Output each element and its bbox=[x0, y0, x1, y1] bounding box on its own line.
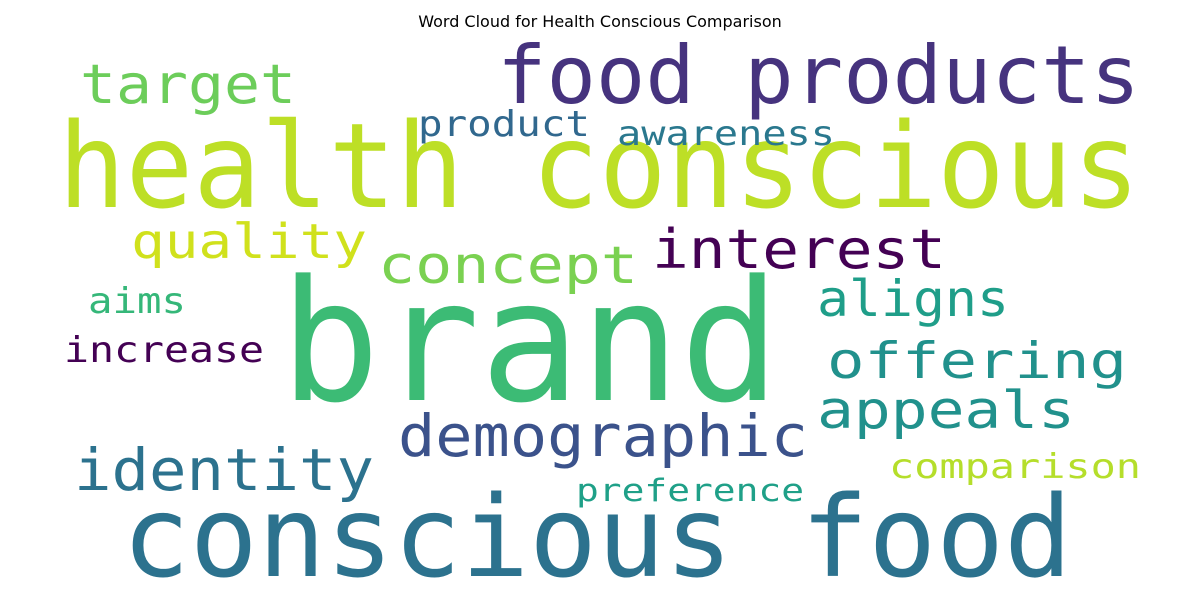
word-concept: concept bbox=[378, 236, 638, 296]
word-interest: interest bbox=[652, 218, 946, 281]
word-product: product bbox=[418, 104, 590, 145]
word-conscious-food: conscious food bbox=[122, 473, 1072, 600]
word-aligns: aligns bbox=[817, 270, 1009, 328]
word-brand: brand bbox=[280, 244, 780, 440]
word-quality: quality bbox=[131, 214, 367, 270]
word-health-conscious: health conscious bbox=[58, 97, 1140, 235]
word-aims: aims bbox=[88, 281, 186, 322]
word-appeals: appeals bbox=[817, 381, 1075, 441]
word-comparison: comparison bbox=[889, 447, 1141, 487]
word-target: target bbox=[80, 53, 296, 116]
word-offering: offering bbox=[827, 332, 1127, 390]
word-awareness: awareness bbox=[617, 114, 835, 154]
word-preference: preference bbox=[576, 473, 804, 509]
chart-title: Word Cloud for Health Conscious Comparis… bbox=[418, 12, 782, 31]
word-increase: increase bbox=[64, 330, 264, 371]
word-identity: identity bbox=[74, 436, 374, 504]
word-demographic: demographic bbox=[398, 402, 808, 470]
word-food-products: food products bbox=[497, 29, 1140, 122]
